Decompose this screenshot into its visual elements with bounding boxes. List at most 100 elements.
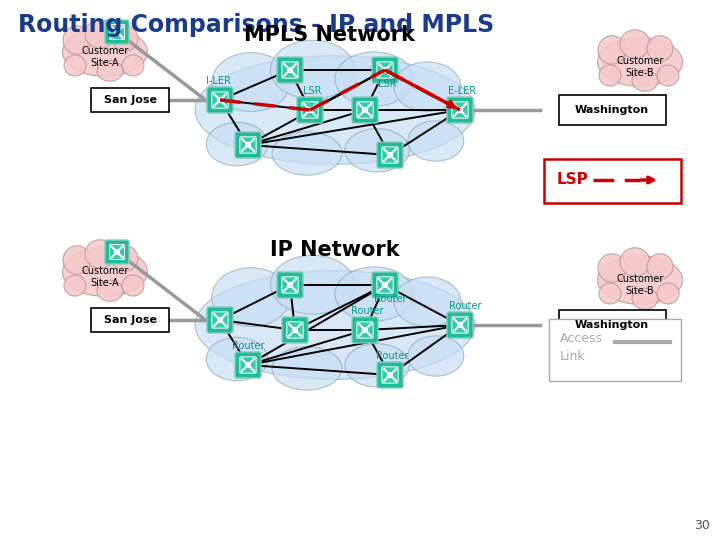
Circle shape (114, 30, 120, 34)
Ellipse shape (63, 28, 148, 76)
Text: 30: 30 (694, 519, 710, 532)
Text: LSR: LSR (302, 86, 321, 96)
Ellipse shape (620, 248, 650, 276)
Ellipse shape (63, 246, 91, 274)
Text: E-LER: E-LER (448, 86, 476, 96)
Circle shape (458, 322, 462, 327)
FancyBboxPatch shape (235, 352, 261, 378)
FancyBboxPatch shape (240, 357, 256, 373)
Ellipse shape (657, 283, 679, 304)
Text: Router: Router (376, 351, 408, 361)
Text: Customer
Site-A: Customer Site-A (81, 46, 129, 68)
Ellipse shape (271, 255, 355, 314)
Ellipse shape (271, 40, 355, 99)
FancyBboxPatch shape (544, 159, 681, 203)
FancyBboxPatch shape (105, 240, 129, 264)
FancyBboxPatch shape (377, 142, 403, 168)
FancyBboxPatch shape (235, 132, 261, 158)
FancyBboxPatch shape (277, 272, 303, 298)
Circle shape (292, 328, 297, 333)
Ellipse shape (63, 248, 148, 296)
FancyBboxPatch shape (91, 308, 169, 332)
Ellipse shape (408, 121, 464, 161)
Ellipse shape (647, 36, 673, 61)
Ellipse shape (122, 275, 144, 296)
FancyBboxPatch shape (352, 97, 378, 123)
Ellipse shape (335, 267, 413, 321)
Text: Washington: Washington (575, 105, 649, 115)
Ellipse shape (64, 55, 86, 76)
Circle shape (382, 68, 387, 72)
Ellipse shape (272, 132, 342, 175)
FancyBboxPatch shape (212, 312, 228, 328)
FancyBboxPatch shape (277, 57, 303, 83)
Circle shape (217, 318, 222, 322)
Ellipse shape (599, 65, 621, 86)
Text: Router: Router (374, 294, 406, 304)
FancyBboxPatch shape (212, 92, 228, 108)
Ellipse shape (632, 70, 658, 91)
Circle shape (287, 282, 292, 287)
FancyBboxPatch shape (447, 97, 473, 123)
Circle shape (387, 373, 392, 377)
FancyBboxPatch shape (382, 367, 398, 383)
Ellipse shape (598, 255, 683, 305)
FancyBboxPatch shape (207, 307, 233, 333)
Text: Customer
Site-B: Customer Site-B (616, 56, 664, 78)
Ellipse shape (206, 123, 268, 166)
Circle shape (114, 250, 120, 254)
FancyBboxPatch shape (105, 20, 129, 44)
FancyBboxPatch shape (287, 322, 303, 338)
Circle shape (246, 362, 251, 367)
FancyBboxPatch shape (282, 317, 308, 343)
Ellipse shape (122, 55, 144, 76)
FancyBboxPatch shape (452, 317, 468, 333)
FancyBboxPatch shape (377, 362, 403, 388)
Ellipse shape (85, 20, 115, 48)
Circle shape (363, 107, 367, 112)
Text: San Jose: San Jose (104, 95, 156, 105)
FancyBboxPatch shape (297, 97, 323, 123)
FancyBboxPatch shape (357, 102, 373, 118)
FancyBboxPatch shape (352, 317, 378, 343)
Ellipse shape (97, 60, 123, 81)
Text: Router: Router (449, 301, 481, 311)
Text: LSP: LSP (557, 172, 589, 187)
FancyBboxPatch shape (302, 102, 318, 118)
Ellipse shape (394, 277, 461, 327)
FancyBboxPatch shape (91, 88, 169, 112)
Text: I-LER: I-LER (206, 76, 230, 86)
Circle shape (307, 107, 312, 112)
Circle shape (387, 153, 392, 158)
Text: Customer
Site-B: Customer Site-B (616, 274, 664, 296)
FancyBboxPatch shape (559, 310, 666, 340)
Ellipse shape (647, 254, 673, 279)
Ellipse shape (112, 246, 138, 271)
Ellipse shape (195, 56, 475, 164)
FancyBboxPatch shape (377, 62, 393, 78)
FancyBboxPatch shape (372, 57, 398, 83)
Circle shape (363, 328, 367, 333)
Text: Access: Access (560, 332, 603, 345)
Ellipse shape (112, 26, 138, 51)
FancyBboxPatch shape (549, 319, 681, 381)
Text: Router: Router (232, 341, 264, 351)
Ellipse shape (63, 26, 91, 54)
Ellipse shape (598, 254, 626, 282)
Ellipse shape (408, 336, 464, 376)
FancyBboxPatch shape (240, 137, 256, 153)
Ellipse shape (206, 338, 268, 381)
Ellipse shape (632, 288, 658, 309)
Ellipse shape (97, 280, 123, 301)
FancyBboxPatch shape (282, 277, 298, 293)
FancyBboxPatch shape (377, 277, 393, 293)
FancyBboxPatch shape (207, 87, 233, 113)
Ellipse shape (195, 271, 475, 379)
FancyBboxPatch shape (109, 245, 125, 260)
Circle shape (382, 282, 387, 287)
FancyBboxPatch shape (382, 147, 398, 163)
FancyBboxPatch shape (282, 62, 298, 78)
FancyBboxPatch shape (447, 312, 473, 338)
FancyBboxPatch shape (452, 102, 468, 118)
Circle shape (287, 68, 292, 72)
